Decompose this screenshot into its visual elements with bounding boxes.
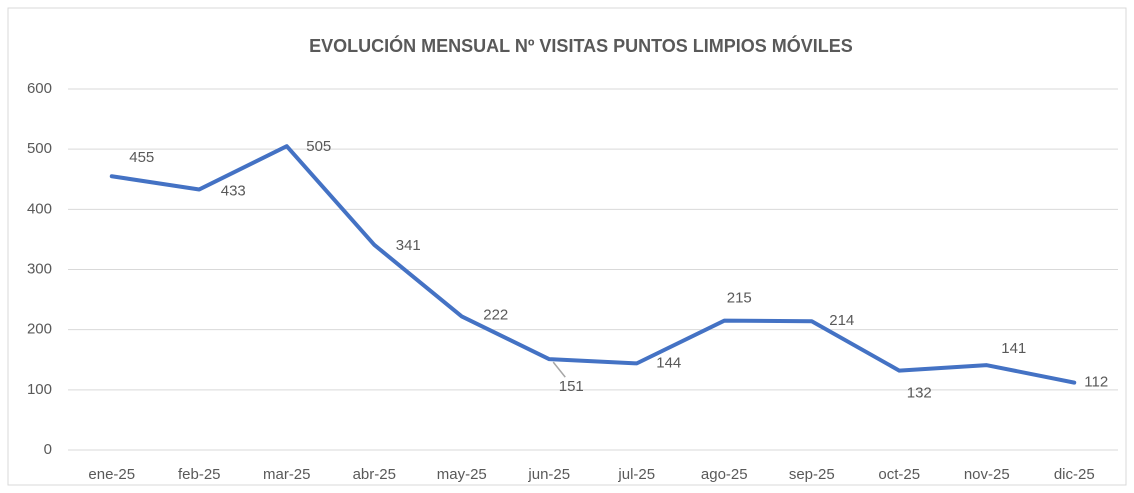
data-label: 151	[559, 378, 584, 395]
data-label: 144	[656, 354, 681, 371]
x-tick-label: feb-25	[178, 466, 221, 483]
y-tick-label: 0	[44, 441, 52, 458]
x-tick-label: sep-25	[789, 466, 835, 483]
data-label: 141	[1001, 340, 1026, 357]
data-label: 341	[396, 237, 421, 254]
chart-title: EVOLUCIÓN MENSUAL Nº VISITAS PUNTOS LIMP…	[309, 35, 853, 56]
data-label: 215	[727, 290, 752, 307]
x-tick-label: may-25	[437, 466, 487, 483]
y-tick-label: 200	[27, 321, 52, 338]
x-tick-label: abr-25	[353, 466, 396, 483]
y-tick-label: 600	[27, 80, 52, 97]
x-tick-label: nov-25	[964, 466, 1010, 483]
data-label: 433	[221, 182, 246, 199]
x-tick-label: mar-25	[263, 466, 311, 483]
data-label: 222	[483, 306, 508, 323]
x-tick-label: dic-25	[1054, 466, 1095, 483]
chart-frame	[7, 7, 1127, 486]
y-tick-label: 300	[27, 260, 52, 277]
data-label: 505	[306, 138, 331, 155]
x-tick-label: oct-25	[878, 466, 920, 483]
y-tick-label: 400	[27, 200, 52, 217]
data-label: 112	[1084, 374, 1108, 391]
x-tick-label: jul-25	[617, 466, 655, 483]
data-label: 455	[129, 149, 154, 166]
x-tick-label: ago-25	[701, 466, 748, 483]
data-label: 132	[907, 385, 932, 402]
x-tick-label: jun-25	[527, 466, 570, 483]
y-tick-label: 500	[27, 140, 52, 157]
data-label: 214	[829, 312, 854, 329]
y-tick-label: 100	[27, 381, 52, 398]
leader-line	[552, 361, 566, 378]
x-tick-label: ene-25	[88, 466, 135, 483]
data-line	[109, 144, 1077, 385]
